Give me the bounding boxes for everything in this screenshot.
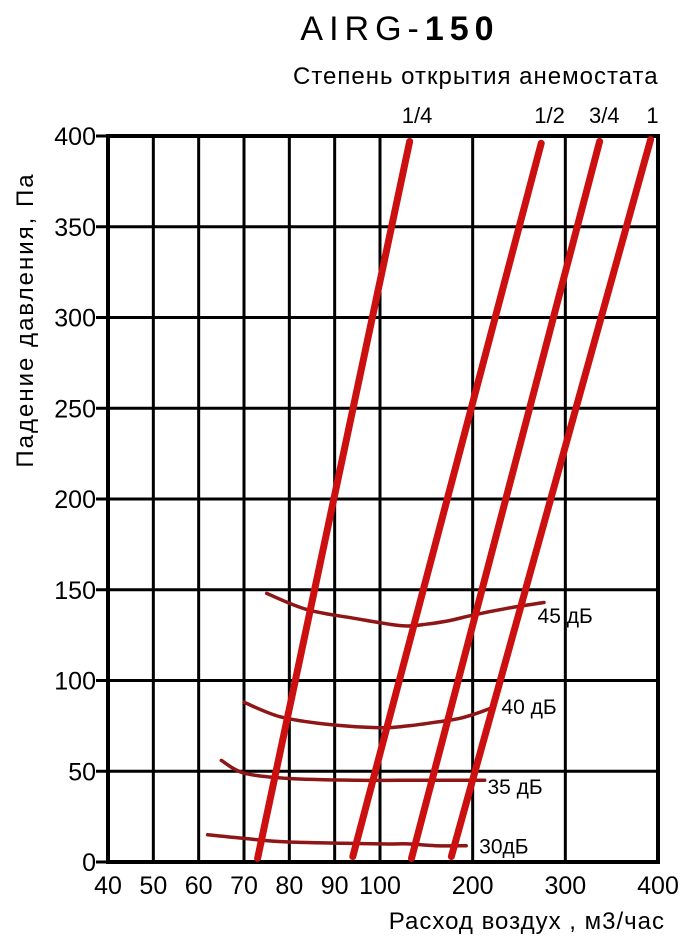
opening-line-label: 3/4 bbox=[589, 103, 620, 128]
opening-line bbox=[349, 139, 545, 861]
y-tick-label: 50 bbox=[68, 758, 96, 786]
y-tick-label: 300 bbox=[54, 305, 96, 333]
opening-line bbox=[254, 137, 414, 862]
y-tick-label: 100 bbox=[54, 668, 96, 696]
opening-line bbox=[408, 137, 604, 862]
y-tick-label: 400 bbox=[54, 123, 96, 151]
x-tick-label: 80 bbox=[275, 872, 303, 900]
noise-curve-label: 30дБ bbox=[479, 836, 528, 859]
chart-title-suffix: 150 bbox=[424, 10, 500, 48]
x-axis-title: Расход воздух , м3/час bbox=[388, 908, 665, 935]
y-tick-label: 250 bbox=[54, 395, 96, 423]
y-tick-label: 0 bbox=[82, 849, 96, 877]
noise-curve bbox=[205, 833, 468, 848]
x-tick-label: 50 bbox=[139, 872, 167, 900]
noise-curve bbox=[219, 758, 487, 783]
chart-title: AIRG-150 bbox=[120, 10, 680, 49]
noise-curve-label: 40 дБ bbox=[501, 696, 556, 719]
chart-subtitle: Степень открытия анемостата bbox=[293, 63, 659, 90]
noise-curve bbox=[242, 700, 494, 730]
x-tick-label: 40 bbox=[94, 872, 122, 900]
opening-line-label: 1/2 bbox=[534, 103, 565, 128]
y-axis-title: Падение давления, Па bbox=[12, 172, 39, 468]
x-tick-label: 200 bbox=[452, 872, 494, 900]
x-tick-label: 90 bbox=[321, 872, 349, 900]
y-tick-label: 150 bbox=[54, 577, 96, 605]
x-tick-label: 60 bbox=[185, 872, 213, 900]
x-tick-label: 100 bbox=[359, 872, 401, 900]
chart-title-prefix: AIRG- bbox=[300, 10, 425, 48]
y-tick-label: 350 bbox=[54, 214, 96, 242]
x-tick-label: 400 bbox=[637, 872, 679, 900]
noise-curve-label: 35 дБ bbox=[487, 776, 542, 799]
noise-curve-label: 45 дБ bbox=[538, 605, 593, 628]
x-tick-label: 300 bbox=[544, 872, 586, 900]
opening-line bbox=[447, 136, 655, 861]
x-tick-label: 70 bbox=[230, 872, 258, 900]
opening-line-label: 1/4 bbox=[402, 103, 433, 128]
opening-line-label: 1 bbox=[646, 103, 658, 128]
y-tick-label: 200 bbox=[54, 486, 96, 514]
